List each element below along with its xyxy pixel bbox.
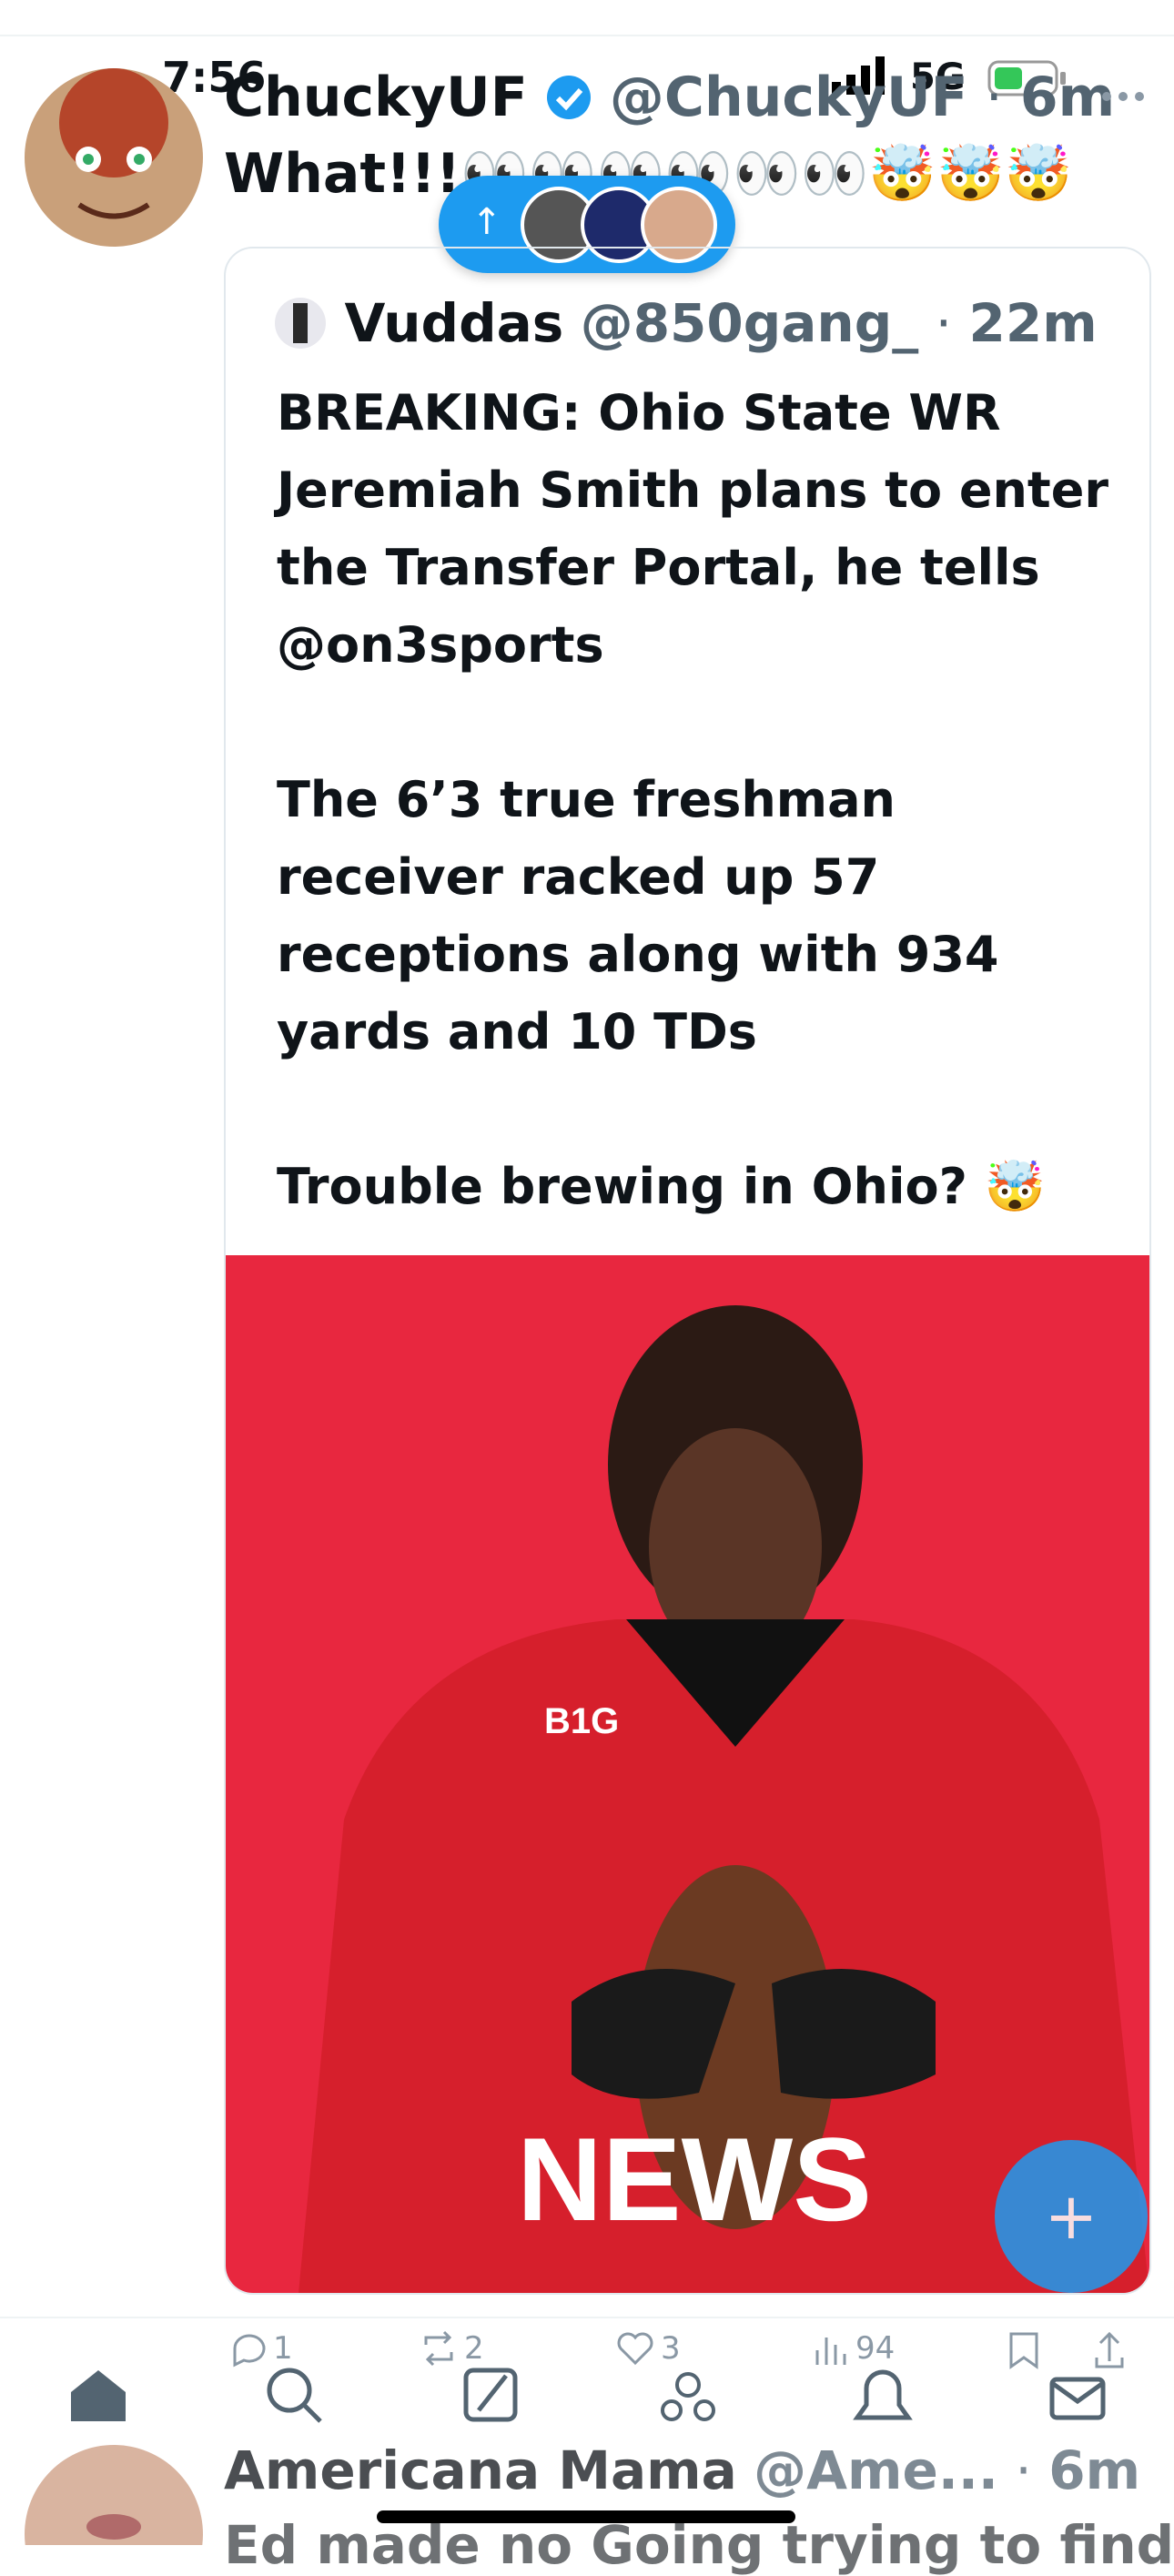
like-icon (617, 2332, 653, 2366)
status-network: 5G (910, 56, 966, 98)
tab-bar (71, 2368, 1106, 2423)
jersey-text: B1G (544, 1701, 619, 1741)
next-handle[interactable]: @Ame... (754, 2439, 998, 2501)
reply-icon (233, 2334, 266, 2368)
views-action[interactable]: 94 (810, 2328, 895, 2368)
separator: · (1015, 2439, 1032, 2501)
repost-icon (424, 2330, 453, 2367)
reply-count: 1 (273, 2330, 293, 2367)
reply-action[interactable]: 1 (228, 2328, 293, 2368)
repost-count: 2 (464, 2330, 484, 2367)
arrow-icon: ↑ (471, 201, 502, 243)
news-banner: NEWS (517, 2113, 872, 2246)
next-tweet-header: Americana Mama @Ame... · 6m (224, 2439, 1140, 2501)
next-name[interactable]: Americana Mama (224, 2439, 737, 2501)
author-name[interactable]: ChuckyUF (224, 66, 528, 129)
views-icon (815, 2338, 846, 2365)
repost-action[interactable]: 2 (419, 2328, 484, 2368)
quote-avatar (275, 298, 326, 349)
quote-paragraph: Trouble brewing in Ohio? 🤯 (277, 1158, 1046, 1215)
new-posts-pill[interactable]: ↑ (439, 176, 735, 273)
status-time: 7:56 (162, 53, 267, 102)
separator: · (935, 292, 953, 354)
battery-icon (987, 60, 1066, 96)
quote-card[interactable]: Vuddas @850gang_ · 22m BREAKING: Ohio St… (224, 247, 1151, 2295)
tweet-header: ChuckyUF @ChuckyUF · 6m (224, 66, 1115, 129)
views-count: 94 (855, 2330, 896, 2367)
avatar-stack (521, 187, 717, 263)
compose-fab[interactable]: + (995, 2140, 1148, 2293)
next-tweet-text: Ed made no Going trying to find (224, 2514, 1174, 2576)
home-indicator (377, 2510, 795, 2523)
bookmark-share[interactable] (1006, 2330, 1124, 2370)
quote-name: Vuddas (344, 292, 564, 354)
like-count: 3 (661, 2330, 681, 2367)
quote-paragraph: BREAKING: Ohio State WR Jeremiah Smith p… (277, 384, 1108, 674)
more-button[interactable] (1101, 89, 1147, 104)
quote-paragraph: The 6’3 true freshman receiver racked up… (277, 771, 999, 1060)
like-action[interactable]: 3 (615, 2328, 681, 2368)
signal-icon (832, 56, 885, 95)
next-time: 6m (1048, 2439, 1141, 2501)
quote-header: Vuddas @850gang_ · 22m (273, 292, 1098, 354)
divider (0, 35, 1174, 36)
quote-time: 22m (968, 292, 1098, 354)
quote-image[interactable]: B1G NEWS (226, 1255, 1149, 2293)
quote-handle: @850gang_ (580, 292, 919, 354)
tweet-time: 6m (1019, 66, 1116, 129)
next-avatar[interactable] (25, 2445, 203, 2545)
author-handle[interactable]: @ChuckyUF (609, 66, 968, 129)
quote-body: BREAKING: Ohio State WR Jeremiah Smith p… (277, 374, 1123, 1303)
verified-badge (546, 76, 591, 119)
separator: · (985, 66, 1003, 129)
divider (0, 2317, 1174, 2318)
avatar[interactable] (25, 68, 203, 247)
